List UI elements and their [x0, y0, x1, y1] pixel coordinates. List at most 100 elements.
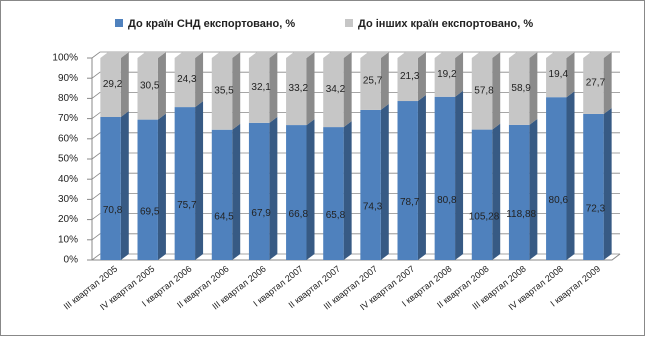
- data-label: 34,2: [326, 84, 346, 95]
- bar-side: [269, 116, 278, 260]
- bar: [174, 107, 196, 260]
- bar-side: [529, 118, 538, 260]
- bar: [100, 116, 121, 260]
- bar: [137, 58, 158, 120]
- data-label: 27,7: [586, 78, 606, 89]
- bar-side: [343, 121, 352, 260]
- bar-top: [508, 52, 538, 58]
- data-label: 66,8: [289, 209, 309, 220]
- bar-top: [360, 52, 389, 58]
- bar: [286, 125, 307, 261]
- bar: [248, 58, 270, 123]
- bar-top: [100, 52, 129, 58]
- y-tick-label: 60%: [58, 133, 78, 144]
- data-label: 25,7: [363, 76, 383, 87]
- y-tick-label: 30%: [58, 194, 78, 205]
- data-label: 19,4: [549, 69, 569, 80]
- bar-top: [286, 52, 315, 58]
- bar: [397, 101, 418, 260]
- y-tick-label: 90%: [58, 73, 78, 84]
- bar-side: [603, 52, 612, 114]
- bar: [323, 127, 344, 260]
- bar-top: [546, 52, 575, 58]
- data-label: 58,9: [511, 83, 531, 94]
- bar-side: [120, 110, 129, 260]
- bar-side: [120, 52, 129, 117]
- bar: [248, 122, 270, 260]
- bar-side: [455, 90, 464, 260]
- data-label: 33,2: [289, 83, 309, 94]
- legend-label: До інших країн експортовано, %: [358, 18, 533, 30]
- bar: [434, 58, 456, 97]
- bar: [174, 58, 196, 108]
- bar-side: [492, 123, 501, 261]
- bar-side: [343, 52, 352, 128]
- bar-side: [566, 52, 575, 98]
- data-label: 118,88: [506, 209, 536, 220]
- data-label: 78,7: [400, 197, 420, 208]
- legend-swatch: [115, 19, 123, 27]
- data-label: 21,3: [400, 71, 420, 82]
- bar-top: [248, 52, 278, 58]
- bar-top: [323, 52, 352, 58]
- bar: [397, 58, 418, 102]
- bar-side: [529, 52, 538, 125]
- data-label: 24,3: [177, 74, 197, 85]
- bar-side: [566, 91, 575, 260]
- bar-side: [195, 101, 204, 260]
- bar: [583, 113, 604, 260]
- data-label: 74,3: [363, 202, 383, 213]
- bar: [508, 58, 530, 125]
- bar-top: [434, 52, 464, 58]
- bar: [137, 119, 158, 260]
- y-tick-label: 20%: [58, 214, 78, 225]
- bar: [471, 129, 493, 260]
- y-tick-label: 80%: [58, 93, 78, 104]
- data-label: 69,5: [140, 206, 160, 217]
- bar-side: [492, 52, 501, 130]
- data-label: 65,8: [326, 210, 346, 221]
- data-label: 30,5: [140, 80, 160, 91]
- bar: [434, 96, 456, 260]
- bar-side: [306, 52, 315, 126]
- bar-side: [306, 119, 315, 261]
- bar-side: [603, 107, 612, 260]
- data-label: 80,6: [549, 195, 569, 206]
- bar: [471, 58, 493, 130]
- bar-side: [417, 52, 426, 102]
- bar: [323, 58, 344, 128]
- bar-side: [417, 95, 426, 260]
- y-tick-label: 100%: [52, 53, 78, 64]
- data-label: 32,1: [251, 82, 271, 93]
- bar-top: [137, 52, 166, 58]
- bar: [508, 124, 530, 260]
- bar-top: [397, 52, 426, 58]
- bar-side: [380, 52, 389, 110]
- bar-side: [157, 113, 166, 260]
- y-tick-label: 40%: [58, 174, 78, 185]
- bar: [546, 58, 567, 98]
- legend-label: До країн СНД експортовано, %: [128, 18, 295, 30]
- bar: [583, 58, 604, 114]
- data-label: 57,8: [474, 85, 494, 96]
- bar: [286, 58, 307, 126]
- bar: [211, 58, 233, 130]
- data-label: 70,8: [103, 205, 123, 216]
- bar-top: [583, 52, 612, 58]
- bar: [546, 97, 567, 260]
- bar-top: [174, 52, 204, 58]
- y-tick-label: 10%: [58, 234, 78, 245]
- data-label: 72,3: [586, 204, 606, 215]
- data-label: 75,7: [177, 200, 197, 211]
- bar-side: [232, 123, 241, 261]
- bar-side: [232, 52, 241, 130]
- data-label: 35,5: [214, 85, 234, 96]
- bar-side: [455, 52, 464, 97]
- y-tick-label: 70%: [58, 113, 78, 124]
- bar: [100, 58, 121, 117]
- bar: [211, 129, 233, 260]
- bar-side: [195, 52, 204, 108]
- data-label: 105,28: [469, 211, 500, 222]
- y-tick-label: 50%: [58, 154, 78, 165]
- bar: [360, 109, 381, 260]
